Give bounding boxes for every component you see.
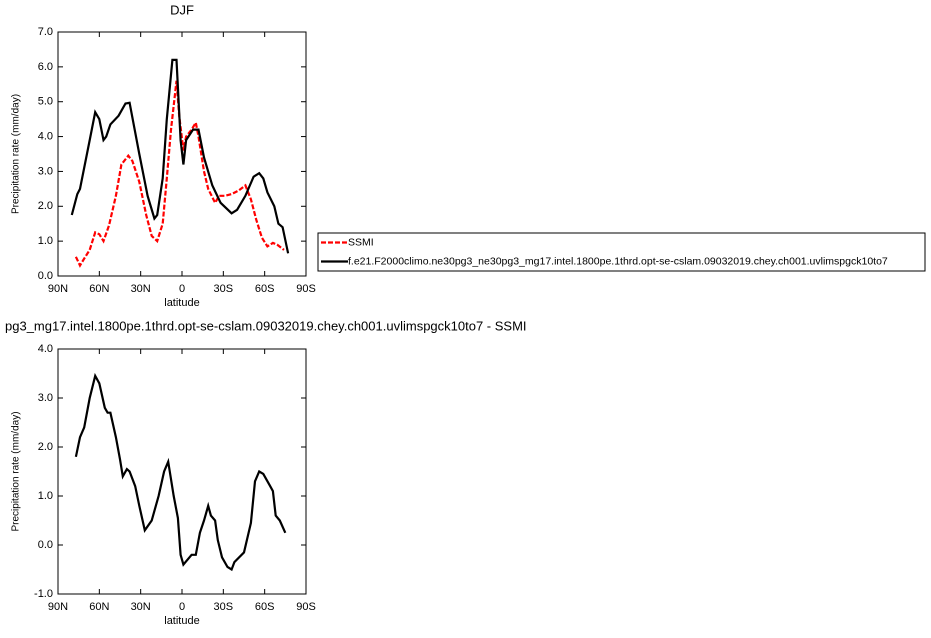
y-tick-label: 3.0 <box>38 165 53 177</box>
x-tick-label: 30N <box>131 283 151 295</box>
y-tick-label: -1.0 <box>34 588 53 600</box>
x-tick-label: 90S <box>296 283 316 295</box>
y-tick-label: 3.0 <box>38 392 53 404</box>
x-tick-label: 90N <box>48 601 68 613</box>
x-tick-label: 30S <box>214 601 234 613</box>
legend-label: SSMI <box>348 236 374 248</box>
chart-title: DJF <box>170 2 194 17</box>
x-tick-label: 30N <box>131 601 151 613</box>
y-tick-label: 0.0 <box>38 270 53 282</box>
x-tick-label: 60S <box>255 283 275 295</box>
y-axis-label: Precipitation rate (mm/day) <box>11 411 22 531</box>
x-tick-label: 0 <box>179 601 185 613</box>
legend-box <box>317 232 926 272</box>
y-tick-label: 1.0 <box>38 490 53 502</box>
y-tick-label: 0.0 <box>38 539 53 551</box>
chart-title: pg3_mg17.intel.1800pe.1thrd.opt-se-cslam… <box>5 318 527 333</box>
x-tick-label: 30S <box>214 283 234 295</box>
x-axis-label: latitude <box>164 297 199 309</box>
y-tick-label: 4.0 <box>38 343 53 355</box>
legend-label: f.e21.F2000climo.ne30pg3_ne30pg3_mg17.in… <box>348 255 888 267</box>
x-tick-label: 0 <box>179 283 185 295</box>
data-line <box>70 58 290 254</box>
x-tick-label: 60N <box>89 283 109 295</box>
y-tick-label: 7.0 <box>38 26 53 38</box>
x-tick-label: 60S <box>255 601 275 613</box>
y-tick-label: 2.0 <box>38 441 53 453</box>
y-tick-label: 4.0 <box>38 130 53 142</box>
x-tick-label: 60N <box>89 601 109 613</box>
x-tick-label: 90S <box>296 601 316 613</box>
y-tick-label: 6.0 <box>38 61 53 73</box>
x-tick-label: 90N <box>48 283 68 295</box>
y-tick-label: 1.0 <box>38 235 53 247</box>
y-tick-label: 5.0 <box>38 96 53 108</box>
x-axis-label: latitude <box>164 615 199 627</box>
y-tick-label: 2.0 <box>38 200 53 212</box>
data-line <box>74 372 287 572</box>
y-axis-label: Precipitation rate (mm/day) <box>11 94 22 214</box>
